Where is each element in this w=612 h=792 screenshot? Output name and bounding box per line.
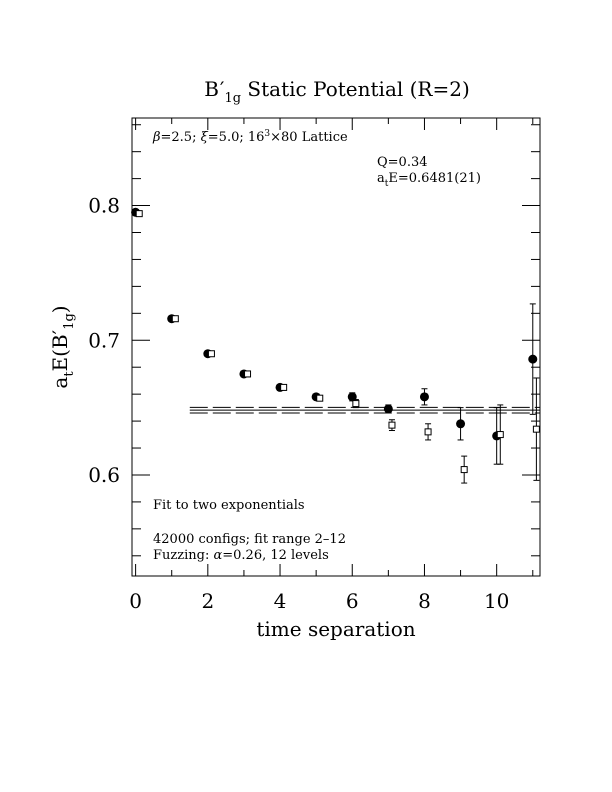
open-square-point: [207, 350, 215, 358]
open-square-point: [424, 428, 432, 436]
x-axis-label: time separation: [256, 617, 415, 641]
fit-band: [189, 406, 540, 414]
open-square-point: [171, 315, 179, 323]
x-tick-label: 2: [201, 589, 214, 613]
filled-circle-point: [419, 392, 429, 402]
open-square-point: [352, 400, 360, 408]
fuzzing-annotation: Fuzzing: α=0.26, 12 levels: [153, 548, 329, 563]
lattice-annotation: β=2.5; ξ=5.0; 163×80 Lattice: [152, 129, 348, 145]
axis-ticks: [132, 118, 540, 576]
chart-title: B′1g Static Potential (R=2): [204, 77, 470, 106]
open-square-point: [280, 383, 288, 391]
x-tick-label: 4: [274, 589, 287, 613]
open-square-point: [316, 394, 324, 402]
open-square-point: [244, 370, 252, 378]
data-points: [131, 207, 540, 484]
fit-value-annotation: atE=0.6481(21): [377, 171, 481, 189]
y-axis-label: atE(B′1g): [48, 305, 77, 388]
open-square-point: [388, 421, 396, 429]
x-tick-label: 6: [346, 589, 359, 613]
axis-tick-labels: 0 2 4 6 8 10 0.6 0.7 0.8: [88, 194, 509, 613]
y-tick-label: 0.8: [88, 194, 120, 218]
x-tick-label: 8: [418, 589, 431, 613]
open-square-point: [532, 425, 540, 433]
y-tick-label: 0.7: [88, 328, 120, 352]
fit-description: Fit to two exponentials: [153, 498, 305, 513]
q-annotation: Q=0.34: [377, 155, 428, 170]
x-tick-label: 0: [129, 589, 142, 613]
open-square-point: [135, 210, 143, 218]
plot-frame: [131, 117, 541, 577]
filled-circle-point: [456, 419, 466, 429]
filled-circle-point: [383, 404, 393, 414]
y-tick-label: 0.6: [88, 463, 120, 487]
open-square-point: [460, 466, 468, 474]
configs-annotation: 42000 configs; fit range 2–12: [153, 532, 346, 547]
x-tick-label: 10: [484, 589, 509, 613]
open-square-point: [496, 431, 504, 439]
filled-circle-point: [528, 354, 538, 364]
